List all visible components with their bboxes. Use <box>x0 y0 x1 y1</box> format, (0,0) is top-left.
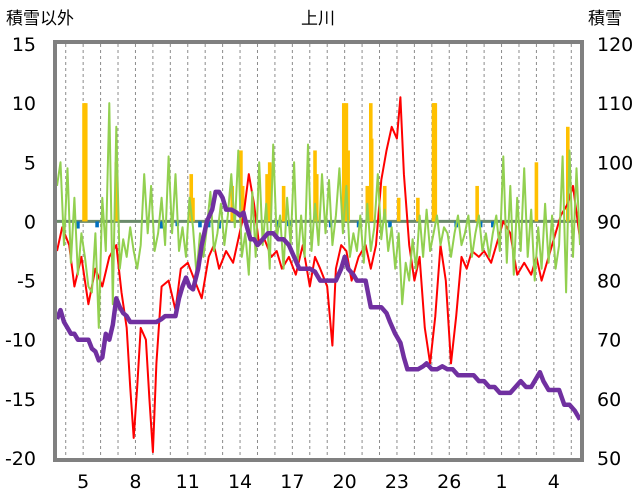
right-tick-label: 120 <box>597 34 633 56</box>
right-tick-label: 80 <box>597 271 621 293</box>
precip-bar <box>346 150 350 222</box>
temperature-line <box>56 96 581 454</box>
precip-bar <box>534 162 539 222</box>
precip-bar <box>265 174 269 222</box>
right-tick-label: 60 <box>597 389 621 411</box>
left-tick-label: 5 <box>24 152 36 174</box>
sunshine-bar <box>491 221 495 228</box>
right-tick-label: 90 <box>597 211 621 233</box>
precip-bar <box>369 138 374 222</box>
x-tick-label: 17 <box>280 471 304 493</box>
sunshine-bar <box>76 221 80 229</box>
x-axis: 5 8 11 14 17 20 23 26 1 4 <box>77 471 560 493</box>
left-axis: 15 10 5 0 -5 -10 -15 -20 <box>5 34 36 470</box>
left-tick-label: 15 <box>12 34 36 56</box>
x-tick-label: 8 <box>129 471 141 493</box>
precip-bar <box>382 185 387 222</box>
chart-title: 上川 <box>301 9 335 29</box>
right-tick-label: 100 <box>597 152 633 174</box>
snow-depth-line <box>54 189 582 421</box>
precip-bar <box>475 185 479 222</box>
sunshine-bar <box>159 221 164 229</box>
precip-bar <box>83 103 88 222</box>
sunshine-bar <box>206 221 211 228</box>
sunshine-bar <box>95 221 99 228</box>
precip-bar <box>239 150 243 222</box>
right-axis-label: 積雪 <box>588 9 622 29</box>
green-series-line <box>56 102 581 329</box>
precip-bar <box>191 197 195 222</box>
sunshine-bar <box>388 221 392 228</box>
plot-frame <box>53 40 584 462</box>
precip-bar <box>416 197 420 222</box>
x-tick-label: 20 <box>333 471 357 493</box>
x-tick-label: 11 <box>176 471 200 493</box>
left-tick-label: -10 <box>5 330 36 352</box>
precip-bar <box>281 185 286 222</box>
plot-area <box>54 44 582 458</box>
x-tick-label: 23 <box>385 471 409 493</box>
precip-bar <box>314 174 319 222</box>
right-tick-label: 50 <box>597 448 621 470</box>
precip-bar <box>230 185 235 222</box>
right-tick-label: 70 <box>597 330 621 352</box>
precip-bar <box>433 103 438 222</box>
left-tick-label: -20 <box>5 448 36 470</box>
precip-bar <box>396 197 401 222</box>
left-tick-label: 10 <box>12 93 36 115</box>
precip-bar <box>114 162 119 222</box>
left-axis-label: 積雪以外 <box>6 9 74 29</box>
x-tick-label: 14 <box>228 471 252 493</box>
left-tick-label: -5 <box>17 271 36 293</box>
left-tick-label: -15 <box>5 389 36 411</box>
x-tick-label: 1 <box>496 471 508 493</box>
sunshine-bar <box>198 221 202 228</box>
left-tick-label: 0 <box>24 211 36 233</box>
right-tick-label: 110 <box>597 93 633 115</box>
precip-bar <box>267 162 272 222</box>
x-tick-label: 4 <box>548 471 560 493</box>
precip-bar <box>240 185 245 222</box>
x-tick-label: 26 <box>437 471 461 493</box>
x-tick-label: 5 <box>77 471 89 493</box>
precip-bar <box>565 126 570 222</box>
right-axis: 120 110 100 90 80 70 60 50 <box>597 34 633 470</box>
